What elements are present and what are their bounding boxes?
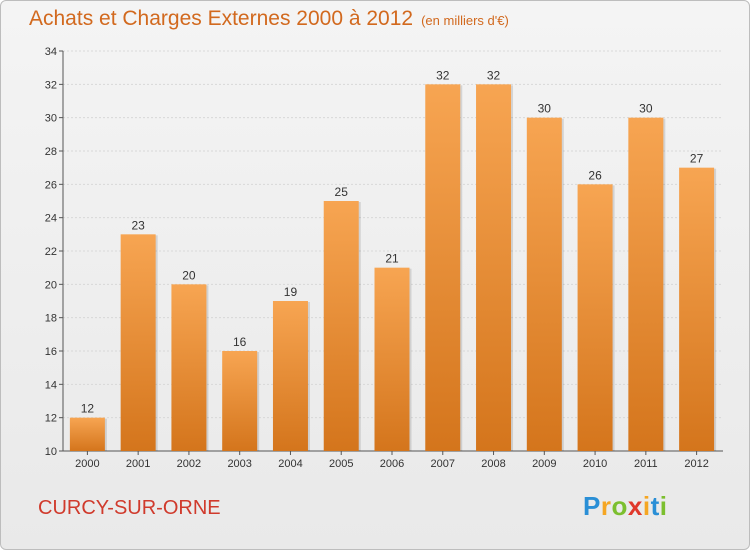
proxiti-logo: Proxiti <box>583 491 667 522</box>
x-tick-label: 2002 <box>177 458 201 470</box>
bar <box>628 117 664 452</box>
x-tick-label: 2000 <box>75 458 99 470</box>
bar <box>171 284 207 451</box>
y-tick-label: 18 <box>45 313 57 325</box>
bar-value-label: 12 <box>81 402 95 416</box>
y-tick-label: 10 <box>45 446 57 458</box>
bar <box>374 267 410 451</box>
x-tick-label: 2006 <box>380 458 404 470</box>
logo-letter: i <box>642 491 651 521</box>
logo-letter: o <box>611 491 628 521</box>
x-tick-label: 2001 <box>126 458 150 470</box>
x-tick-label: 2012 <box>684 458 708 470</box>
y-tick-label: 14 <box>45 379 57 391</box>
bar-value-label: 32 <box>436 68 450 82</box>
bar-value-label: 23 <box>131 218 145 232</box>
x-tick-label: 2009 <box>532 458 556 470</box>
y-tick-label: 30 <box>45 113 57 125</box>
logo-letter: r <box>600 491 612 521</box>
y-tick-label: 28 <box>45 146 57 158</box>
y-tick-label: 26 <box>45 179 57 191</box>
chart-title-text: Achats et Charges Externes 2000 à 2012 <box>29 7 414 30</box>
bar <box>476 84 512 451</box>
y-tick-label: 34 <box>45 46 57 58</box>
x-tick-label: 2007 <box>431 458 455 470</box>
x-tick-label: 2004 <box>278 458 302 470</box>
bar-value-label: 27 <box>690 152 704 166</box>
bar-value-label: 30 <box>538 102 552 116</box>
bar-value-label: 20 <box>182 268 196 282</box>
y-tick-label: 16 <box>45 346 57 358</box>
y-tick-label: 32 <box>45 79 57 91</box>
logo-letter: P <box>583 491 601 521</box>
bar <box>120 234 156 451</box>
x-tick-label: 2010 <box>583 458 607 470</box>
bar <box>425 84 461 451</box>
x-tick-label: 2008 <box>481 458 505 470</box>
bar <box>69 417 105 451</box>
bar <box>577 184 613 452</box>
x-tick-label: 2005 <box>329 458 353 470</box>
logo-letter: t <box>650 491 660 521</box>
bar <box>526 117 562 452</box>
y-tick-label: 20 <box>45 279 57 291</box>
bar-value-label: 32 <box>487 68 501 82</box>
y-tick-label: 12 <box>45 413 57 425</box>
bar-value-label: 26 <box>588 168 602 182</box>
bar <box>222 351 258 451</box>
x-tick-label: 2011 <box>634 458 658 470</box>
x-tick-label: 2003 <box>227 458 251 470</box>
bar-value-label: 25 <box>335 185 349 199</box>
bar <box>323 201 359 451</box>
logo-letter: i <box>659 491 668 521</box>
y-tick-label: 22 <box>45 246 57 258</box>
y-tick-label: 24 <box>45 213 57 225</box>
bar <box>679 167 715 451</box>
bar-value-label: 21 <box>385 252 399 266</box>
place-name: CURCY-SUR-ORNE <box>38 497 221 519</box>
bar <box>272 301 308 451</box>
logo-letter: x <box>627 491 643 521</box>
chart-subtitle: (en milliers d'€) <box>421 13 509 28</box>
bar-value-label: 16 <box>233 335 247 349</box>
chart-title: Achats et Charges Externes 2000 à 2012 (e… <box>29 7 509 31</box>
bar-value-label: 19 <box>284 285 298 299</box>
bar-value-label: 30 <box>639 102 653 116</box>
